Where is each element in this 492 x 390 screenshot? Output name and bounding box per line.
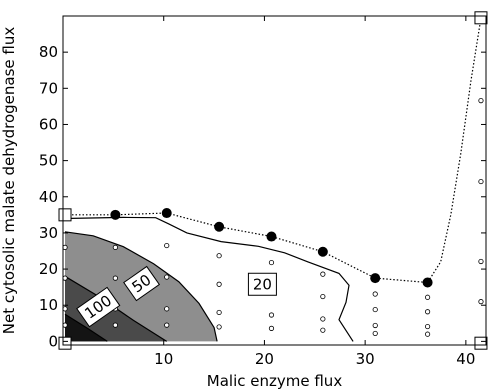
sample-point [372,322,378,329]
sample-point [424,294,431,300]
sample-point [164,306,170,312]
sample-point [216,324,222,330]
sample-point [424,309,431,315]
x-tick-label: 30 [356,350,375,368]
x-axis-title: Malic enzyme flux [207,372,343,390]
sample-point [112,275,118,281]
sample-point [164,242,170,249]
sample-point [478,258,484,265]
corner-marker [474,11,488,25]
sample-point [478,178,484,185]
corner-marker [474,336,488,350]
sample-point [320,293,326,300]
sample-point [268,259,275,266]
y-tick-label: 20 [39,260,58,278]
boundary-point [317,246,328,257]
x-tick-label: 20 [255,350,274,368]
boundary-point [422,277,433,288]
contour-label-box [76,286,121,328]
contour-fills [65,217,354,342]
y-tick-label: 50 [39,152,58,170]
boundary-point [370,273,381,284]
sample-point [320,316,326,322]
x-tick-label: 40 [456,350,475,368]
sample-point [268,312,275,318]
y-tick-label: 80 [39,43,58,61]
axes: 10 20 30 40 0 10 20 30 40 50 60 70 80 [39,15,487,368]
contour-line-50 [64,231,218,342]
contour-label-group: 20 [247,272,277,296]
sample-point [320,327,326,333]
y-tick-label: 40 [39,188,58,206]
sample-points [62,98,484,337]
corner-marker [58,208,72,222]
sample-point [478,299,484,305]
sample-point [112,244,118,250]
contour-label-box [247,272,277,296]
sample-point [164,322,170,328]
sample-point [372,306,378,313]
sample-point [424,331,431,337]
sample-point [216,281,222,287]
sample-point [424,323,431,330]
sample-point [268,325,275,331]
contour-label-box [123,265,161,302]
x-tick-label: 10 [154,350,173,368]
y-tick-label: 30 [39,224,58,242]
plot-frame [62,15,487,346]
y-tick-label: 70 [39,79,58,97]
sample-point [164,274,170,280]
y-tick-label: 0 [48,332,58,350]
boundary-point [161,208,172,219]
sample-point [372,330,378,337]
y-tick-label: 10 [39,296,58,314]
y-tick-label: 60 [39,115,58,133]
sample-point [320,271,326,277]
corner-marker [58,336,72,350]
sample-point [478,98,484,104]
boundary-point [266,231,277,242]
sample-point [216,309,222,316]
sample-point [112,322,118,328]
sample-point [372,291,378,297]
feasible-boundary [58,11,488,350]
boundary-point [110,209,121,220]
contour-line-20 [64,216,354,342]
boundary-point [214,221,225,232]
contour-lines [64,216,354,342]
y-axis-title: Net cytosolic malate dehydrogenase flux [0,27,18,335]
contour-line-200 [64,313,108,342]
contour-label: 20 [253,275,272,293]
sample-point [216,253,222,259]
